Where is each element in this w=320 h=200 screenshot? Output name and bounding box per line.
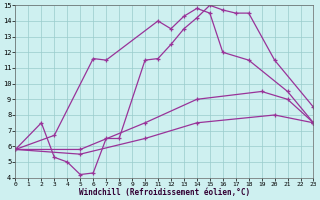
X-axis label: Windchill (Refroidissement éolien,°C): Windchill (Refroidissement éolien,°C): [79, 188, 250, 197]
